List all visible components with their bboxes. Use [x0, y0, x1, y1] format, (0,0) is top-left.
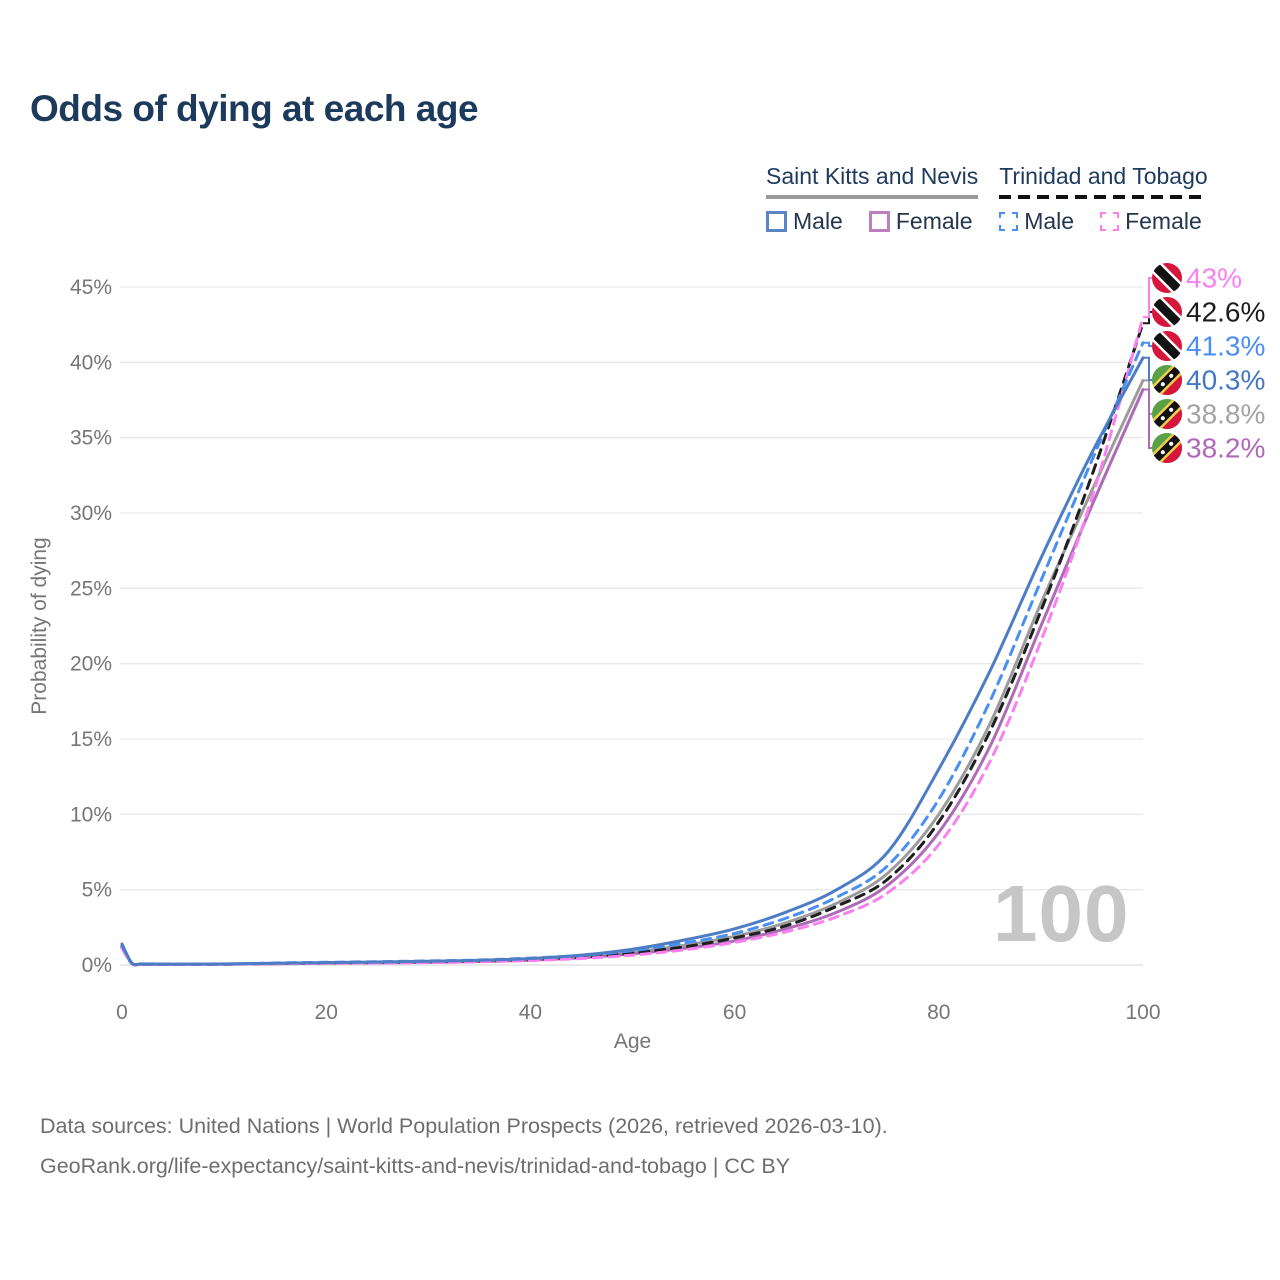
age-watermark: 100 [993, 869, 1130, 958]
legend-item-skn-female[interactable]: Female [868, 208, 973, 235]
end-value-label: 41.3% [1186, 331, 1265, 362]
y-tick-label: 30% [70, 502, 112, 525]
y-tick-label: 35% [70, 427, 112, 450]
saint-kitts-and-nevis-flag-icon [1152, 433, 1182, 463]
x-tick-label: 80 [927, 1001, 950, 1024]
y-axis-title: Probability of dying [28, 537, 51, 714]
y-tick-label: 45% [70, 276, 112, 299]
end-value-label: 38.8% [1186, 399, 1265, 430]
end-label-kn-total[interactable]: 38.8% [1143, 379, 1265, 430]
end-value-label: 43% [1186, 263, 1242, 294]
legend-label: Male [793, 208, 843, 234]
leader-line [1143, 356, 1152, 381]
leader-line [1143, 388, 1152, 449]
legend-item-skn-male[interactable]: Male [766, 208, 843, 235]
y-tick-label: 5% [82, 879, 112, 902]
page-title: Odds of dying at each age [30, 88, 479, 129]
tt-female-swatch [1100, 212, 1120, 231]
y-tick-label: 0% [82, 954, 112, 977]
x-tick-label: 20 [315, 1001, 338, 1024]
trinidad-and-tobago-flag-icon [1152, 331, 1182, 361]
x-tick-label: 60 [723, 1001, 746, 1024]
x-tick-label: 0 [116, 1001, 128, 1024]
legend-label: Female [1125, 208, 1202, 234]
series-line-kn-male[interactable] [120, 356, 1145, 967]
series-line-kn-female[interactable] [120, 388, 1145, 967]
end-label-tt-female[interactable]: 43% [1143, 263, 1242, 319]
legend: Saint Kitts and Nevis Male Female Trinid… [766, 163, 1208, 235]
leader-line [1143, 277, 1152, 319]
solid-line-swatch [766, 195, 979, 199]
x-tick-label: 40 [519, 1001, 542, 1024]
y-tick-label: 15% [70, 728, 112, 751]
x-tick-label: 100 [1125, 1001, 1160, 1024]
legend-group-saint-kitts: Saint Kitts and Nevis Male Female [766, 163, 979, 235]
x-axis-title: Age [614, 1030, 651, 1053]
end-label-tt-total[interactable]: 42.6% [1143, 297, 1265, 328]
y-tick-label: 40% [70, 351, 112, 374]
end-value-label: 38.2% [1186, 433, 1265, 464]
series-line-tt-female[interactable] [120, 315, 1145, 967]
legend-country-saint-kitts[interactable]: Saint Kitts and Nevis [766, 163, 979, 189]
legend-country-trinidad[interactable]: Trinidad and Tobago [999, 163, 1208, 189]
saint-kitts-and-nevis-flag-icon [1152, 365, 1182, 395]
y-tick-label: 20% [70, 653, 112, 676]
leader-line [1143, 379, 1152, 415]
end-value-label: 40.3% [1186, 365, 1265, 396]
legend-item-tt-female[interactable]: Female [1100, 208, 1202, 235]
series-line-tt-male[interactable] [120, 341, 1145, 967]
leader-line [1143, 341, 1152, 347]
tt-male-swatch [999, 212, 1019, 231]
y-tick-label: 10% [70, 803, 112, 826]
end-value-label: 42.6% [1186, 297, 1265, 328]
attribution-line: GeoRank.org/life-expectancy/saint-kitts-… [40, 1154, 791, 1178]
legend-label: Male [1024, 208, 1075, 234]
y-tick-label: 25% [70, 577, 112, 600]
series-line-tt-total[interactable] [120, 321, 1145, 967]
saint-kitts-and-nevis-flag-icon [1152, 399, 1182, 429]
end-label-tt-male[interactable]: 41.3% [1143, 331, 1265, 362]
data-sources-line: Data sources: United Nations | World Pop… [40, 1114, 888, 1138]
skn-male-swatch [766, 211, 787, 232]
trinidad-and-tobago-flag-icon [1152, 297, 1182, 327]
skn-female-swatch [868, 211, 890, 232]
dashed-line-swatch [999, 195, 1208, 199]
end-label-kn-male[interactable]: 40.3% [1143, 356, 1265, 396]
legend-item-tt-male[interactable]: Male [999, 208, 1074, 235]
end-label-kn-female[interactable]: 38.2% [1143, 388, 1265, 464]
trinidad-and-tobago-flag-icon [1152, 263, 1182, 293]
legend-label: Female [895, 208, 973, 234]
legend-group-trinidad: Trinidad and Tobago Male Female [999, 163, 1208, 235]
footer: Data sources: United Nations | World Pop… [40, 1106, 888, 1186]
